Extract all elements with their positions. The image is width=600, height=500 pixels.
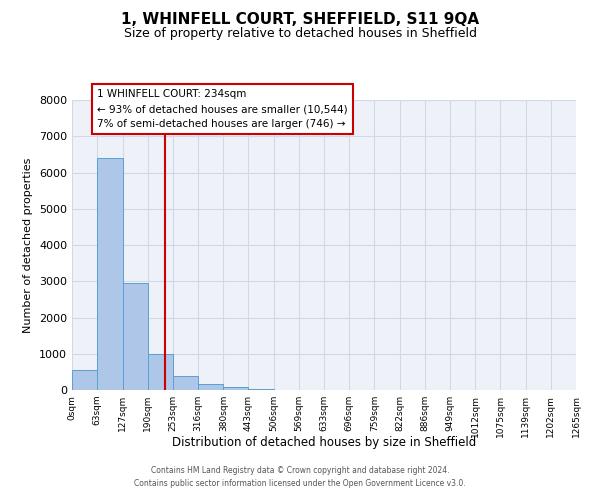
Text: 1 WHINFELL COURT: 234sqm
← 93% of detached houses are smaller (10,544)
7% of sem: 1 WHINFELL COURT: 234sqm ← 93% of detach… <box>97 90 348 129</box>
Text: Distribution of detached houses by size in Sheffield: Distribution of detached houses by size … <box>172 436 476 449</box>
Bar <box>198 384 223 390</box>
Bar <box>223 387 248 390</box>
Bar <box>248 388 274 390</box>
Y-axis label: Number of detached properties: Number of detached properties <box>23 158 34 332</box>
Text: Size of property relative to detached houses in Sheffield: Size of property relative to detached ho… <box>124 28 476 40</box>
Bar <box>72 370 97 390</box>
Bar <box>148 354 173 390</box>
Bar <box>97 158 122 390</box>
Bar <box>173 376 198 390</box>
Bar <box>122 283 148 390</box>
Text: Contains HM Land Registry data © Crown copyright and database right 2024.
Contai: Contains HM Land Registry data © Crown c… <box>134 466 466 487</box>
Text: 1, WHINFELL COURT, SHEFFIELD, S11 9QA: 1, WHINFELL COURT, SHEFFIELD, S11 9QA <box>121 12 479 28</box>
